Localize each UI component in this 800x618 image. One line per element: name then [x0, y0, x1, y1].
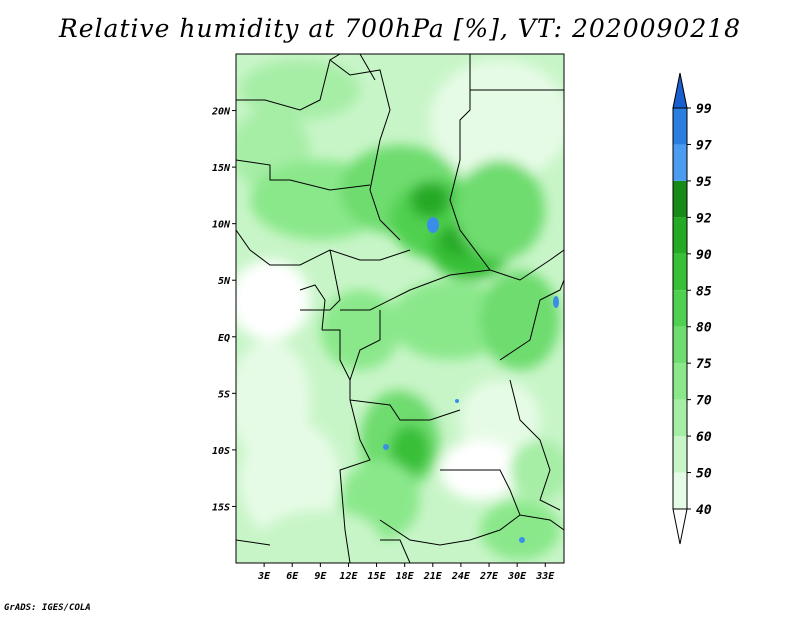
colorbar: 40 50 60 70 75 80 85 90 92 95 97 99: [672, 72, 712, 545]
lat-tick-label: 15N: [212, 163, 231, 174]
lon-tick-label: 18E: [396, 571, 415, 582]
lat-tick-label: 5N: [218, 276, 231, 287]
lat-tick-label: 15S: [212, 502, 230, 513]
colorbar-label: 80: [696, 321, 712, 336]
colorbar-segment: [673, 436, 687, 473]
chart-title: Relative humidity at 700hPa [%], VT: 202…: [58, 14, 742, 43]
lon-tick-label: 24E: [451, 571, 471, 582]
colorbar-segment: [673, 363, 687, 400]
colorbar-segment: [673, 180, 687, 218]
colorbar-label: 99: [696, 102, 712, 117]
longitude-axis: 3E 6E 9E 12E 15E 18E 21E 24E 27E 30E 33E: [257, 563, 555, 582]
lon-tick-label: 12E: [339, 571, 358, 582]
colorbar-label: 90: [696, 248, 712, 263]
latitude-axis: 20N 15N 10N 5N EQ 5S 10S 15S: [211, 107, 236, 513]
lat-tick-label: 5S: [218, 389, 230, 400]
colorbar-label: 50: [696, 467, 712, 482]
colorbar-label: 60: [696, 430, 712, 445]
colorbar-label: 95: [696, 175, 712, 190]
colorbar-label: 85: [696, 284, 712, 299]
map-frame: [235, 53, 565, 564]
lon-tick-label: 27E: [479, 571, 499, 582]
colorbar-label: 40: [696, 503, 712, 518]
high-humidity-spots: [383, 217, 559, 543]
lon-tick-label: 6E: [286, 571, 299, 582]
colorbar-segment: [673, 253, 687, 291]
grads-credit: GrADS: IGES/COLA: [4, 603, 91, 613]
lon-tick-label: 30E: [507, 571, 527, 582]
colorbar-segment: [673, 217, 687, 254]
colorbar-segment: [673, 108, 687, 145]
colorbar-frame: [672, 107, 688, 510]
colorbar-upper-extension: [672, 72, 688, 109]
colorbar-segment: [673, 472, 687, 509]
colorbar-segment: [673, 144, 687, 181]
lon-tick-label: 33E: [535, 571, 555, 582]
lat-tick-label: 10S: [212, 446, 230, 457]
lon-tick-label: 9E: [314, 571, 327, 582]
country-borders: [236, 54, 564, 563]
colorbar-label: 92: [696, 211, 712, 226]
colorbar-segment: [673, 399, 687, 437]
lat-tick-label: EQ: [218, 333, 230, 344]
colorbar-label: 75: [696, 357, 712, 372]
humidity-field: [236, 60, 564, 563]
lon-tick-label: 3E: [257, 571, 271, 582]
colorbar-label: 97: [696, 138, 712, 153]
colorbar-label: 70: [696, 394, 712, 409]
colorbar-segment: [673, 326, 687, 364]
colorbar-lower-extension: [672, 508, 688, 545]
lon-tick-label: 21E: [423, 571, 443, 582]
lon-tick-label: 15E: [368, 571, 387, 582]
lat-tick-label: 10N: [212, 220, 231, 231]
colorbar-segment: [673, 290, 687, 327]
lat-tick-label: 20N: [211, 107, 231, 118]
